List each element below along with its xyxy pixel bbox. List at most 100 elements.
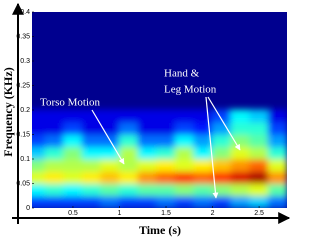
heatmap-cell xyxy=(137,134,158,148)
heatmap-cell xyxy=(156,158,176,172)
heatmap-cell xyxy=(193,195,214,208)
x-tick-label: 1 xyxy=(118,210,122,217)
y-tick-label: 0.4 xyxy=(20,9,30,16)
heatmap-cell xyxy=(44,134,65,148)
heatmap-cell xyxy=(137,183,158,197)
heatmap-cell xyxy=(174,109,195,123)
heatmap-cell xyxy=(44,183,65,197)
heatmap-cell xyxy=(81,134,102,148)
heatmap-cell xyxy=(267,121,287,135)
annotation: Leg Motion xyxy=(164,84,217,96)
heatmap-cell xyxy=(249,146,269,160)
heatmap-cell xyxy=(230,195,251,208)
heatmap-cell xyxy=(63,121,83,135)
x-tick-label: 2.5 xyxy=(254,210,264,217)
annotation-arrow xyxy=(91,109,125,165)
heatmap-cell xyxy=(212,134,232,148)
heatmap-cell xyxy=(44,170,65,184)
heatmap-cell xyxy=(63,146,83,160)
heatmap-cell xyxy=(32,195,46,208)
heatmap-cell xyxy=(81,109,102,123)
heatmap-cell xyxy=(156,134,176,148)
heatmap-cell xyxy=(81,158,102,172)
heatmap-cell xyxy=(32,183,46,197)
heatmap-cell xyxy=(174,195,195,208)
heatmap-cell xyxy=(118,183,139,197)
heatmap-cell xyxy=(118,109,139,123)
heatmap-cell xyxy=(174,158,195,172)
heatmap-cell xyxy=(174,121,195,135)
heatmap-cell xyxy=(32,109,46,123)
heatmap-cell xyxy=(100,183,120,197)
heatmap-cell xyxy=(137,121,158,135)
heatmap-cell xyxy=(137,109,158,123)
y-tick-label: 0.05 xyxy=(16,180,30,187)
heatmap-cell xyxy=(174,183,195,197)
heatmap-cell xyxy=(156,121,176,135)
heatmap-cell xyxy=(32,170,46,184)
heatmap-cell xyxy=(63,109,83,123)
x-tick-label: 1.5 xyxy=(161,210,171,217)
heatmap-cell xyxy=(249,183,269,197)
heatmap-cell xyxy=(156,146,176,160)
heatmap-cell xyxy=(100,109,120,123)
heatmap-cell xyxy=(212,170,232,184)
heatmap-cell xyxy=(230,121,251,135)
heatmap-cell xyxy=(137,146,158,160)
heatmap-cell xyxy=(137,195,158,208)
heatmap-cell xyxy=(44,158,65,172)
x-tick-label: 0.5 xyxy=(68,210,78,217)
heatmap-cell xyxy=(249,170,269,184)
heatmap-cell xyxy=(118,134,139,148)
heatmap-cell xyxy=(81,146,102,160)
heatmap-cell xyxy=(193,134,214,148)
heatmap-cell xyxy=(267,183,287,197)
heatmap-cell xyxy=(193,121,214,135)
heatmap-cell xyxy=(174,146,195,160)
heatmap-cell xyxy=(212,146,232,160)
heatmap-cell xyxy=(267,170,287,184)
y-tick-label: 0.1 xyxy=(20,156,30,163)
heatmap-cell xyxy=(249,134,269,148)
y-tick-label: 0 xyxy=(26,205,30,212)
heatmap-cell xyxy=(193,158,214,172)
heatmap-cell xyxy=(44,146,65,160)
annotation: Hand & xyxy=(164,68,200,80)
heatmap-cell xyxy=(267,134,287,148)
heatmap-cell xyxy=(156,183,176,197)
heatmap-cell xyxy=(63,170,83,184)
heatmap-cell xyxy=(249,109,269,123)
heatmap-cell xyxy=(32,146,46,160)
annotation-arrow xyxy=(207,96,241,151)
heatmap-cell xyxy=(230,170,251,184)
heatmap-cell xyxy=(81,121,102,135)
y-axis-title: Frequency (KHz) xyxy=(1,67,15,156)
heatmap-cell xyxy=(118,121,139,135)
heatmap-cell xyxy=(230,134,251,148)
heatmap-cell xyxy=(193,146,214,160)
heatmap-cell xyxy=(212,158,232,172)
heatmap-cell xyxy=(193,109,214,123)
heatmap-cell xyxy=(81,183,102,197)
y-tick-label: 0.35 xyxy=(16,33,30,40)
annotation-arrows xyxy=(91,96,241,199)
heatmap-cell xyxy=(193,183,214,197)
heatmap xyxy=(32,109,287,208)
heatmap-cell xyxy=(212,121,232,135)
heatmap-cell xyxy=(137,170,158,184)
heatmap-cell xyxy=(63,183,83,197)
heatmap-cell xyxy=(156,170,176,184)
heatmap-cell xyxy=(156,109,176,123)
heatmap-cell xyxy=(100,170,120,184)
y-tick-label: 0.15 xyxy=(16,131,30,138)
heatmap-cell xyxy=(32,158,46,172)
heatmap-cell xyxy=(230,183,251,197)
heatmap-cell xyxy=(267,109,287,123)
heatmap-cell xyxy=(63,195,83,208)
heatmap-cell xyxy=(32,134,46,148)
heatmap-cell xyxy=(137,158,158,172)
heatmap-cell xyxy=(32,121,46,135)
heatmap-cell xyxy=(44,195,65,208)
heatmap-cell xyxy=(63,158,83,172)
heatmap-cell xyxy=(174,170,195,184)
